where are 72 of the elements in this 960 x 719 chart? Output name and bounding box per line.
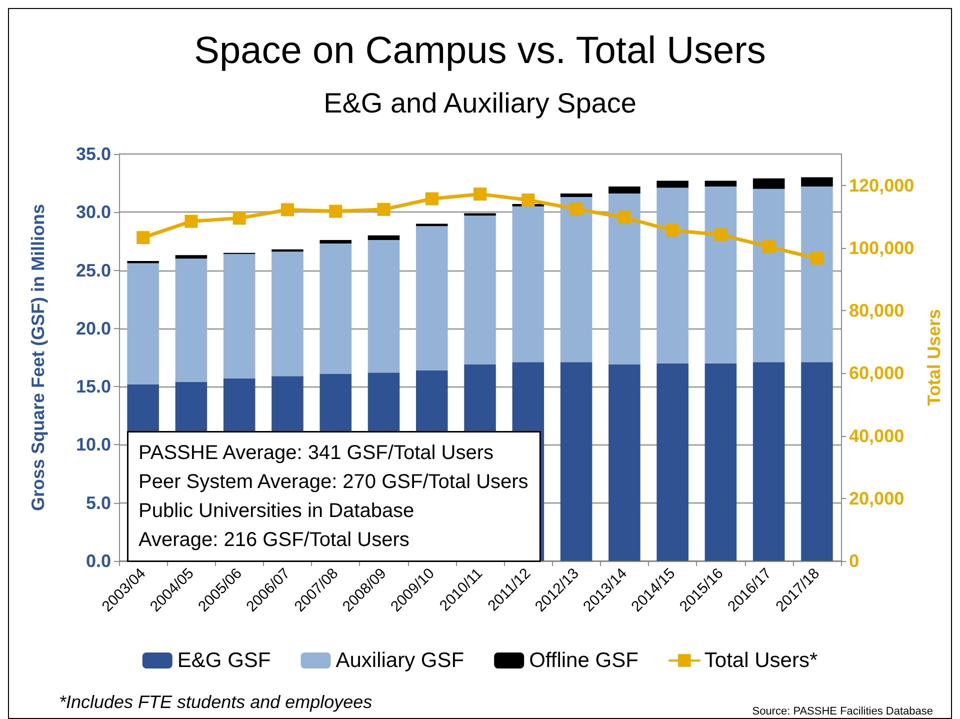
y2-tick-label: 80,000: [849, 300, 904, 321]
y2-axis-title: Total Users: [924, 309, 944, 406]
bar: [127, 260, 159, 264]
chart-subtitle: E&G and Auxiliary Space: [324, 88, 636, 118]
point: [522, 194, 535, 207]
bar: [608, 194, 640, 364]
point: [570, 202, 583, 216]
bar: [175, 258, 208, 382]
bar: [127, 263, 159, 384]
text: *Includes FTE students and employees: [59, 692, 372, 712]
bar: [320, 240, 352, 244]
y2-tick-label: 120,000: [849, 175, 914, 196]
source-note: Source: PASSHE Facilities Database: [752, 706, 933, 718]
point: [666, 224, 680, 237]
bar: [801, 186, 833, 362]
bar: [801, 362, 833, 561]
y-tick-label: 25.0: [76, 260, 111, 280]
legend-label: Offline GSF: [529, 649, 638, 672]
legend-label: E&G GSF: [177, 649, 271, 672]
point: [425, 192, 438, 206]
bar: [560, 194, 592, 198]
bar: [560, 197, 592, 362]
chart-title: Space on Campus vs. Total Users: [194, 30, 766, 72]
legend-label: Auxiliary GSF: [336, 649, 464, 672]
bar: [368, 235, 400, 240]
bar: [656, 363, 688, 561]
point: [762, 240, 776, 254]
bar: [223, 254, 256, 378]
bar: [752, 188, 785, 362]
bar: [464, 216, 496, 364]
y-tick-label: 30.0: [76, 202, 111, 222]
y2-tick-label: 0: [849, 551, 860, 571]
bar: [512, 206, 544, 362]
bar: [752, 178, 785, 189]
y-tick-label: 15.0: [76, 376, 111, 397]
bar: [656, 180, 688, 188]
point: [377, 202, 390, 216]
point: [232, 212, 246, 225]
legend-label: Total Users*: [704, 649, 818, 672]
bar: [608, 364, 640, 561]
point: [184, 214, 198, 228]
point: [810, 252, 824, 266]
y-tick-label: 20.0: [76, 318, 111, 338]
bar: [175, 255, 208, 259]
annotation: PASSHE Average: 341 GSF/Total Users Peer System Average: 270 GSF/Total Users Public Universities in Database Average: 216 GSF/Total Users: [138, 442, 528, 551]
y2-tick-label: 100,000: [849, 238, 914, 258]
bar: [416, 226, 448, 370]
point: [714, 228, 728, 242]
bar: [752, 362, 785, 561]
bar: [320, 244, 352, 374]
y2-tick-label: 40,000: [849, 426, 904, 446]
bar: [272, 252, 304, 376]
point: [618, 211, 631, 224]
bar: [560, 362, 592, 561]
y-tick-label: 35.0: [76, 144, 111, 164]
bar: [368, 240, 400, 373]
point: [329, 204, 342, 218]
bar: [656, 188, 688, 364]
point: [280, 203, 294, 216]
y2-tick-label: 20,000: [849, 488, 904, 508]
bar: [704, 363, 737, 561]
y2-tick-label: 60,000: [849, 363, 904, 384]
y-axis-title: Gross Square Feet (GSF) in Millions: [28, 204, 48, 512]
point: [136, 231, 150, 244]
y-tick-label: 0.0: [86, 551, 111, 571]
bar: [608, 186, 640, 194]
point: [474, 188, 487, 201]
bar: [801, 177, 833, 187]
bar: [704, 180, 737, 187]
y-tick-label: 10.0: [76, 434, 111, 455]
y-tick-label: 5.0: [86, 492, 111, 513]
bar: [704, 186, 737, 364]
